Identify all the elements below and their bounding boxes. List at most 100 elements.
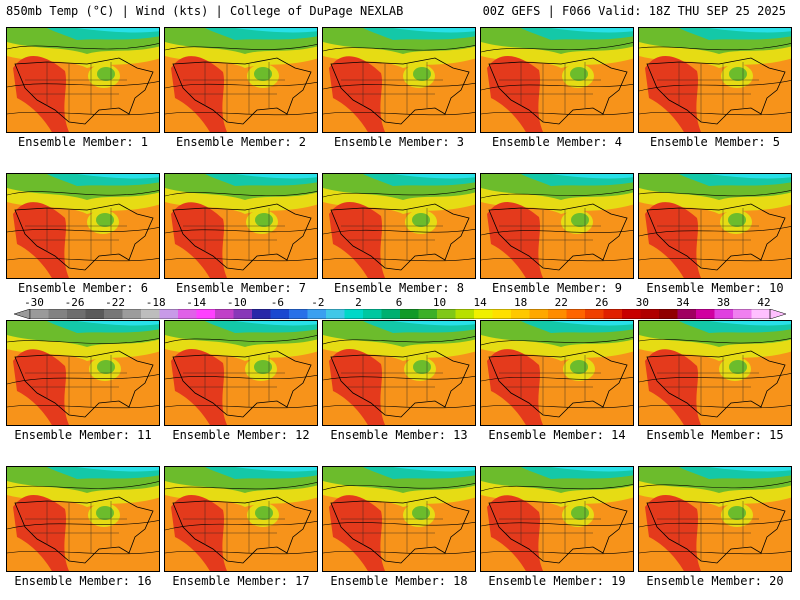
colorbar-segment bbox=[270, 309, 290, 319]
ensemble-member-map bbox=[480, 320, 634, 426]
colorbar-tick-label: 6 bbox=[395, 296, 403, 309]
ensemble-member-map bbox=[322, 27, 476, 133]
colorbar-segment bbox=[566, 309, 586, 319]
ensemble-member-label: Ensemble Member: 19 bbox=[488, 574, 626, 588]
ensemble-member-map bbox=[638, 27, 792, 133]
ensemble-member-map bbox=[480, 27, 634, 133]
colorbar-segment bbox=[640, 309, 660, 319]
colorbar-segment bbox=[141, 309, 160, 319]
colorbar-segment bbox=[603, 309, 623, 319]
colorbar-tick-label: 22 bbox=[554, 296, 568, 309]
colorbar-segment bbox=[122, 309, 142, 319]
ensemble-member-map bbox=[638, 173, 792, 279]
colorbar-tick-label: 42 bbox=[757, 296, 771, 309]
colorbar-segment bbox=[751, 309, 771, 319]
ensemble-member-label: Ensemble Member: 11 bbox=[14, 428, 152, 442]
ensemble-member-label: Ensemble Member: 14 bbox=[488, 428, 626, 442]
colorbar-segment bbox=[659, 309, 678, 319]
colorbar-segment bbox=[437, 309, 456, 319]
colorbar-tick-label: 26 bbox=[595, 296, 609, 309]
ensemble-member-label: Ensemble Member: 16 bbox=[14, 574, 152, 588]
ensemble-member-label: Ensemble Member: 9 bbox=[491, 281, 623, 295]
colorbar-segment bbox=[511, 309, 530, 319]
colorbar-segment bbox=[289, 309, 308, 319]
ensemble-member-label: Ensemble Member: 12 bbox=[172, 428, 310, 442]
colorbar-tick-label: 30 bbox=[635, 296, 649, 309]
colorbar-tick-label: 34 bbox=[676, 296, 690, 309]
colorbar-segment bbox=[696, 309, 715, 319]
ensemble-member-label: Ensemble Member: 15 bbox=[646, 428, 784, 442]
colorbar-segment bbox=[474, 309, 493, 319]
ensemble-member-map bbox=[6, 466, 160, 572]
ensemble-member-map bbox=[638, 466, 792, 572]
colorbar-tick-label: -26 bbox=[64, 296, 85, 309]
colorbar-segment bbox=[363, 309, 382, 319]
colorbar-segment bbox=[714, 309, 734, 319]
ensemble-member-label: Ensemble Member: 8 bbox=[333, 281, 465, 295]
ensemble-member-map bbox=[322, 466, 476, 572]
colorbar-segment bbox=[196, 309, 216, 319]
colorbar-tick-label: -30 bbox=[24, 296, 44, 309]
ensemble-member-label: Ensemble Member: 4 bbox=[491, 135, 623, 149]
colorbar-segment bbox=[215, 309, 234, 319]
colorbar-tick-label: 38 bbox=[716, 296, 731, 309]
colorbar-segment bbox=[252, 309, 271, 319]
colorbar-segment bbox=[529, 309, 549, 319]
ensemble-member-map bbox=[322, 173, 476, 279]
ensemble-member-label: Ensemble Member: 6 bbox=[17, 281, 149, 295]
colorbar-segment bbox=[548, 309, 567, 319]
ensemble-member-label: Ensemble Member: 7 bbox=[175, 281, 307, 295]
ensemble-member-map bbox=[480, 173, 634, 279]
colorbar-segment bbox=[733, 309, 752, 319]
colorbar-segment bbox=[326, 309, 345, 319]
colorbar-tick-label: 2 bbox=[355, 296, 362, 309]
colorbar-segment bbox=[307, 309, 327, 319]
colorbar-tick-label: -10 bbox=[226, 296, 247, 309]
colorbar-segment bbox=[104, 309, 123, 319]
ensemble-member-label: Ensemble Member: 5 bbox=[649, 135, 781, 149]
colorbar-segment bbox=[381, 309, 401, 319]
colorbar-segment bbox=[159, 309, 179, 319]
colorbar-tick-label: 18 bbox=[514, 296, 528, 309]
colorbar-tick-label: 14 bbox=[473, 296, 487, 309]
ensemble-member-label: Ensemble Member: 17 bbox=[172, 574, 310, 588]
colorbar-segment bbox=[30, 309, 49, 319]
colorbar-tick-label: 10 bbox=[432, 296, 447, 309]
colorbar-segment bbox=[85, 309, 105, 319]
ensemble-member-map bbox=[6, 320, 160, 426]
colorbar-segment bbox=[622, 309, 641, 319]
ensemble-member-label: Ensemble Member: 1 bbox=[17, 135, 149, 149]
ensemble-member-label: Ensemble Member: 13 bbox=[330, 428, 468, 442]
ensemble-member-label: Ensemble Member: 20 bbox=[646, 574, 784, 588]
colorbar-segment bbox=[48, 309, 68, 319]
colorbar-segment bbox=[585, 309, 604, 319]
ensemble-member-label: Ensemble Member: 2 bbox=[175, 135, 307, 149]
colorbar-segment bbox=[344, 309, 364, 319]
colorbar-segment bbox=[400, 309, 419, 319]
ensemble-member-map bbox=[6, 27, 160, 133]
colorbar-segment bbox=[492, 309, 512, 319]
ensemble-member-map bbox=[164, 320, 318, 426]
ensemble-member-label: Ensemble Member: 18 bbox=[330, 574, 468, 588]
colorbar-tick-label: -22 bbox=[105, 296, 126, 309]
colorbar-segment bbox=[677, 309, 697, 319]
colorbar-segment bbox=[455, 309, 475, 319]
colorbar-segment bbox=[67, 309, 86, 319]
ensemble-member-label: Ensemble Member: 3 bbox=[333, 135, 465, 149]
run-valid-time: 00Z GEFS | F066 Valid: 18Z THU SEP 25 20… bbox=[482, 4, 786, 18]
colorbar-segment bbox=[418, 309, 438, 319]
colorbar-tick-label: -6 bbox=[270, 296, 284, 309]
ensemble-member-label: Ensemble Member: 10 bbox=[646, 281, 784, 295]
ensemble-member-map bbox=[164, 27, 318, 133]
colorbar-tick-label: -14 bbox=[186, 296, 207, 309]
ensemble-member-map bbox=[638, 320, 792, 426]
ensemble-member-map bbox=[480, 466, 634, 572]
colorbar-segment bbox=[233, 309, 253, 319]
colorbar-segment bbox=[178, 309, 197, 319]
chart-title: 850mb Temp (°C) | Wind (kts) | College o… bbox=[6, 4, 404, 18]
ensemble-member-map bbox=[322, 320, 476, 426]
colorbar-tick-label: -2 bbox=[311, 296, 325, 309]
temperature-colorbar bbox=[14, 309, 786, 319]
colorbar-tick-label: -18 bbox=[145, 296, 166, 309]
ensemble-member-map bbox=[6, 173, 160, 279]
